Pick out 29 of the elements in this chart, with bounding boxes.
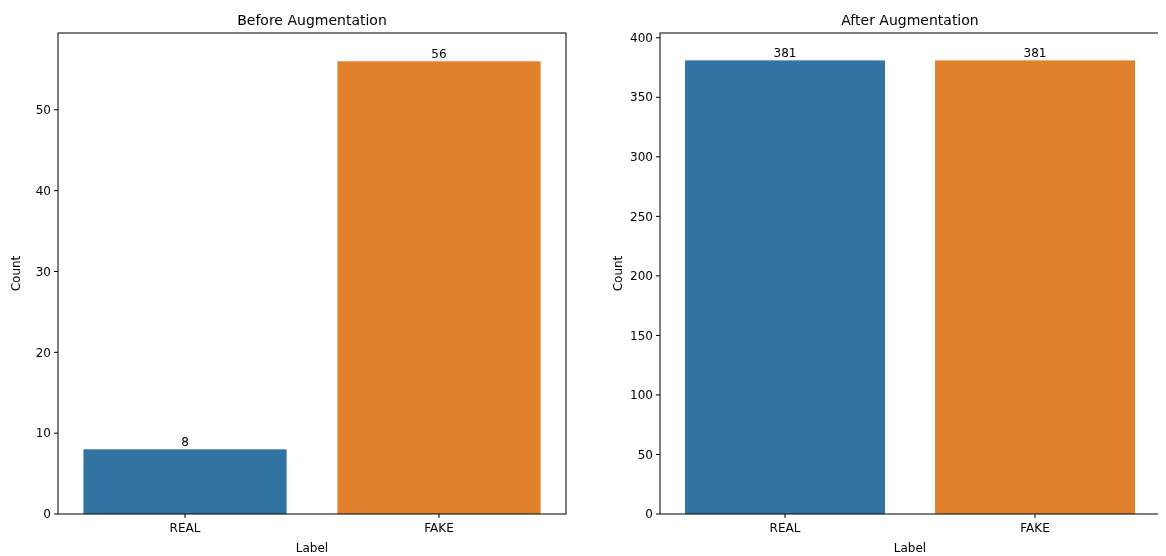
y-tick-label: 200	[630, 269, 653, 284]
data-label: 381	[1023, 46, 1047, 61]
x-tick-label: FAKE	[424, 521, 454, 535]
y-tick-label: 150	[630, 328, 653, 343]
y-tick-label: 0	[645, 507, 653, 522]
x-tick-label: FAKE	[1020, 521, 1050, 535]
data-label: 8	[181, 435, 189, 450]
chart-title: After Augmentation	[841, 12, 979, 28]
y-tick-label: 30	[35, 264, 51, 279]
x-tick-label: REAL	[769, 521, 801, 535]
y-tick-label: 100	[630, 388, 653, 403]
chart-title: Before Augmentation	[237, 12, 387, 28]
y-tick-label: 350	[630, 90, 653, 105]
y-tick-label: 10	[35, 426, 51, 441]
y-tick-label: 50	[35, 103, 51, 117]
x-axis-title: Label	[295, 541, 329, 555]
data-label: 381	[773, 46, 797, 61]
data-label: 56	[431, 47, 447, 62]
y-tick-label: 0	[43, 507, 51, 522]
y-tick-label: 40	[35, 183, 51, 198]
x-axis-title: Label	[893, 541, 927, 555]
y-tick-label: 50	[637, 447, 653, 462]
x-tick-label: REAL	[169, 521, 201, 535]
y-tick-label: 20	[35, 345, 51, 360]
y-axis-title: Count	[9, 255, 23, 292]
y-tick-label: 250	[630, 209, 653, 224]
y-tick-label: 300	[630, 150, 653, 165]
y-axis-title: Count	[611, 255, 625, 292]
y-tick-label: 400	[630, 30, 653, 45]
